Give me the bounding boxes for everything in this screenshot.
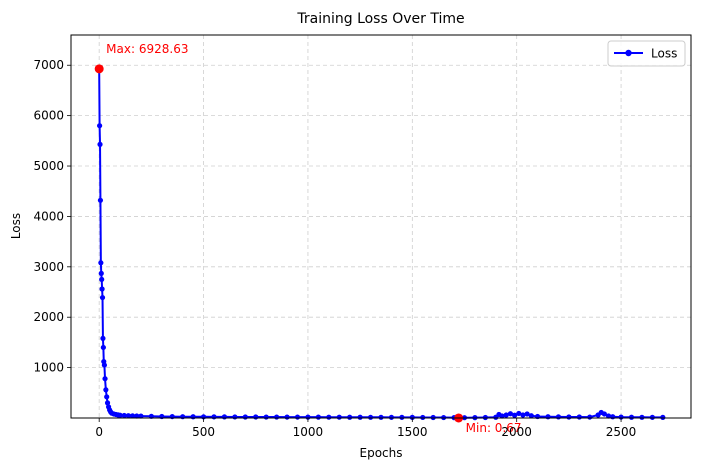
data-point — [100, 344, 106, 351]
plot-frame — [70, 34, 692, 419]
x-axis-ticks: 0 500 1000 1500 2000 2500 — [95, 418, 636, 439]
data-point — [336, 414, 342, 420]
data-point — [399, 414, 405, 420]
legend-marker-swatch — [625, 49, 632, 57]
data-point — [117, 412, 123, 418]
data-point — [263, 414, 269, 420]
data-point — [99, 294, 106, 301]
legend-label-loss: Loss — [651, 47, 677, 61]
data-point — [639, 414, 645, 420]
data-point — [100, 335, 106, 341]
data-point — [516, 410, 522, 417]
data-point — [134, 413, 140, 419]
data-point — [660, 414, 666, 420]
data-point — [180, 414, 186, 420]
data-point — [520, 412, 526, 418]
data-point — [507, 411, 514, 417]
data-point — [129, 413, 136, 419]
data-point — [97, 141, 103, 147]
data-point — [511, 412, 518, 418]
data-point — [524, 411, 530, 417]
data-point — [605, 413, 612, 419]
data-point — [138, 413, 144, 419]
data-point — [503, 412, 509, 418]
data-point — [357, 414, 363, 420]
y-axis-ticks: 1000 2000 3000 4000 5000 6000 7000 — [33, 58, 71, 375]
data-point — [409, 414, 415, 420]
data-point — [125, 413, 132, 419]
data-point — [367, 414, 374, 420]
data-point — [242, 414, 248, 420]
grid — [71, 35, 691, 418]
data-point — [102, 376, 108, 382]
data-point — [103, 387, 109, 393]
x-tick-label: 1000 — [293, 425, 324, 439]
data-point — [315, 414, 321, 420]
data-point — [555, 414, 562, 420]
data-point — [326, 414, 332, 420]
data-point — [97, 123, 103, 129]
y-tick-label: 6000 — [33, 109, 64, 123]
data-point — [121, 412, 127, 419]
data-point — [232, 414, 238, 420]
data-point — [601, 411, 607, 417]
data-point — [98, 270, 104, 276]
x-tick-label: 500 — [192, 425, 215, 439]
data-point — [294, 414, 301, 420]
data-point — [211, 414, 217, 420]
data-point — [545, 414, 551, 420]
data-point — [253, 414, 259, 420]
x-tick-label: 2500 — [606, 425, 637, 439]
annotations: Max: 6928.63 Min: 0.67 — [94, 42, 522, 435]
data-point — [649, 414, 655, 420]
data-point — [378, 414, 384, 420]
data-point — [101, 362, 107, 368]
x-tick-label: 0 — [95, 425, 103, 439]
data-point — [99, 276, 105, 283]
data-point — [274, 414, 280, 420]
data-point — [499, 413, 505, 419]
min-annotation: Min: 0.67 — [466, 421, 522, 435]
data-point — [347, 414, 353, 420]
y-tick-label: 4000 — [33, 209, 64, 223]
data-point — [576, 414, 582, 420]
data-point — [284, 414, 290, 420]
data-point — [628, 414, 635, 420]
data-point — [104, 394, 110, 400]
y-axis-label: Loss — [9, 213, 23, 239]
max-marker — [94, 64, 104, 74]
y-tick-label: 1000 — [33, 361, 64, 375]
y-tick-label: 5000 — [33, 159, 64, 173]
y-tick-label: 2000 — [33, 310, 64, 324]
data-point — [104, 400, 111, 406]
data-point — [99, 286, 105, 292]
chart-title: Training Loss Over Time — [296, 11, 464, 27]
y-tick-label: 3000 — [33, 260, 64, 274]
data-point — [97, 197, 104, 203]
legend-box — [607, 40, 686, 67]
data-point — [587, 414, 593, 420]
data-point — [610, 414, 616, 420]
x-axis-label: Epochs — [360, 446, 403, 460]
data-point — [566, 414, 572, 420]
data-point — [528, 413, 534, 419]
x-tick-label: 1500 — [397, 425, 428, 439]
data-point — [98, 260, 104, 266]
data-point — [420, 414, 426, 421]
data-point — [190, 414, 196, 420]
x-tick-label: 2000 — [501, 425, 532, 439]
legend: Loss — [607, 40, 686, 67]
y-tick-label: 7000 — [33, 58, 64, 72]
data-point — [388, 414, 395, 420]
max-annotation: Max: 6928.63 — [106, 42, 188, 56]
data-point — [221, 414, 228, 420]
